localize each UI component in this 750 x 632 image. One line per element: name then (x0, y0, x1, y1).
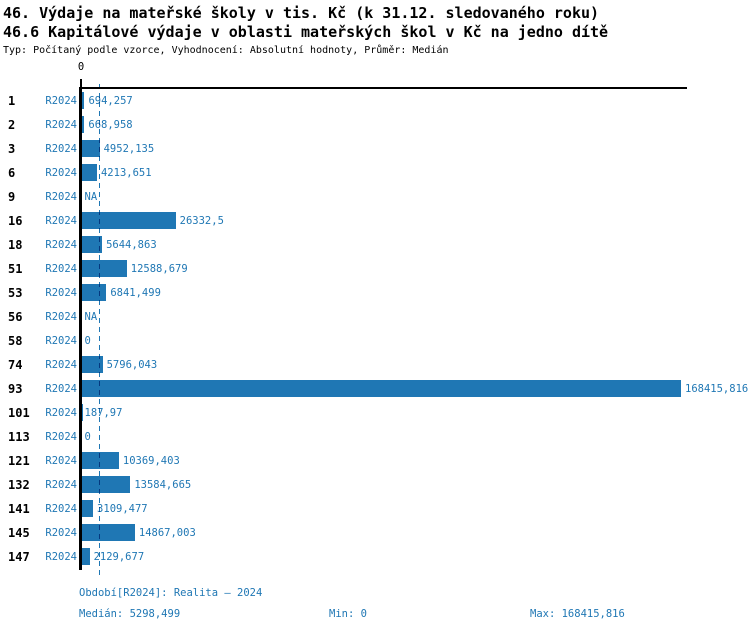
row-series-label: R2024 (45, 479, 77, 491)
row-series-label: R2024 (45, 431, 77, 443)
bar-value-label: 13584,665 (134, 479, 192, 491)
bar-value-label: 668,958 (88, 119, 133, 131)
row-category-label: 101 (8, 406, 30, 420)
row-series-label: R2024 (45, 287, 77, 299)
row-series-label: R2024 (45, 191, 77, 203)
page-subtitle: Typ: Počítaný podle vzorce, Vyhodnocení:… (3, 45, 449, 56)
median-reference-line (99, 84, 100, 575)
bar-value-label: 0 (84, 335, 91, 347)
bar-value-label: 5796,043 (106, 359, 158, 371)
row-category-label: 74 (8, 358, 23, 372)
bar (82, 404, 83, 421)
row-category-label: 56 (8, 310, 23, 324)
bar-value-label: 694,257 (88, 95, 133, 107)
footer-max-label: Max: 168415,816 (530, 608, 625, 620)
bar (82, 92, 85, 109)
bar-value-label: 4952,135 (103, 143, 155, 155)
bar (82, 236, 103, 253)
bar (82, 116, 85, 133)
row-category-label: 6 (8, 166, 16, 180)
bar-value-label: 2129,677 (93, 551, 145, 563)
y-axis-line (79, 87, 82, 570)
bar-value-label: NA (84, 191, 98, 203)
row-series-label: R2024 (45, 143, 77, 155)
row-category-label: 113 (8, 430, 30, 444)
row-series-label: R2024 (45, 551, 77, 563)
row-category-label: 18 (8, 238, 23, 252)
bar-value-label: 4213,651 (100, 167, 152, 179)
row-category-label: 16 (8, 214, 23, 228)
bar-value-label: 168415,816 (685, 383, 749, 395)
row-category-label: 51 (8, 262, 23, 276)
row-category-label: 1 (8, 94, 16, 108)
bar-value-label: NA (84, 311, 98, 323)
bar (82, 548, 90, 565)
row-category-label: 2 (8, 118, 16, 132)
bar (82, 356, 103, 373)
bar-value-label: 14867,003 (138, 527, 196, 539)
bar-value-label: 0 (84, 431, 91, 443)
row-series-label: R2024 (45, 455, 77, 467)
bar (82, 260, 127, 277)
bar (82, 212, 176, 229)
bar (82, 524, 135, 541)
bar (82, 500, 94, 517)
footer-period-label: Období[R2024]: Realita – 2024 (79, 587, 263, 599)
bar-value-label: 12588,679 (130, 263, 188, 275)
row-series-label: R2024 (45, 407, 77, 419)
bar-value-label: 187,97 (84, 407, 123, 419)
bar-value-label: 26332,5 (179, 215, 224, 227)
bar (82, 380, 681, 397)
row-category-label: 93 (8, 382, 23, 396)
bar-value-label: 6841,499 (110, 287, 161, 299)
x-axis-tick-mark (80, 79, 82, 88)
x-axis-line (79, 87, 687, 89)
row-series-label: R2024 (45, 359, 77, 371)
row-category-label: 53 (8, 286, 23, 300)
row-series-label: R2024 (45, 311, 77, 323)
row-category-label: 141 (8, 502, 30, 516)
bar-value-label: 10369,403 (122, 455, 180, 467)
bar (82, 452, 119, 469)
row-series-label: R2024 (45, 383, 77, 395)
x-axis-zero-tick-label: 0 (77, 61, 85, 73)
row-category-label: 145 (8, 526, 30, 540)
footer-median-label: Medián: 5298,499 (79, 608, 181, 620)
row-category-label: 3 (8, 142, 16, 156)
row-category-label: 58 (8, 334, 23, 348)
row-series-label: R2024 (45, 119, 77, 131)
footer-min-label: Min: 0 (329, 608, 367, 620)
bar (82, 284, 107, 301)
row-category-label: 147 (8, 550, 30, 564)
row-category-label: 121 (8, 454, 30, 468)
row-series-label: R2024 (45, 95, 77, 107)
bar (82, 140, 100, 157)
row-category-label: 9 (8, 190, 16, 204)
row-series-label: R2024 (45, 263, 77, 275)
row-category-label: 132 (8, 478, 30, 492)
row-series-label: R2024 (45, 215, 77, 227)
bar (82, 164, 97, 181)
page-title-line2: 46.6 Kapitálové výdaje v oblasti mateřsk… (3, 23, 609, 41)
page-title-line1: 46. Výdaje na mateřské školy v tis. Kč (… (3, 4, 600, 22)
bar-value-label: 5644,863 (106, 239, 157, 251)
bar-value-label: 3109,477 (97, 503, 148, 515)
row-series-label: R2024 (45, 503, 77, 515)
row-series-label: R2024 (45, 167, 77, 179)
bar (82, 476, 131, 493)
row-series-label: R2024 (45, 239, 77, 251)
row-series-label: R2024 (45, 335, 77, 347)
row-series-label: R2024 (45, 527, 77, 539)
